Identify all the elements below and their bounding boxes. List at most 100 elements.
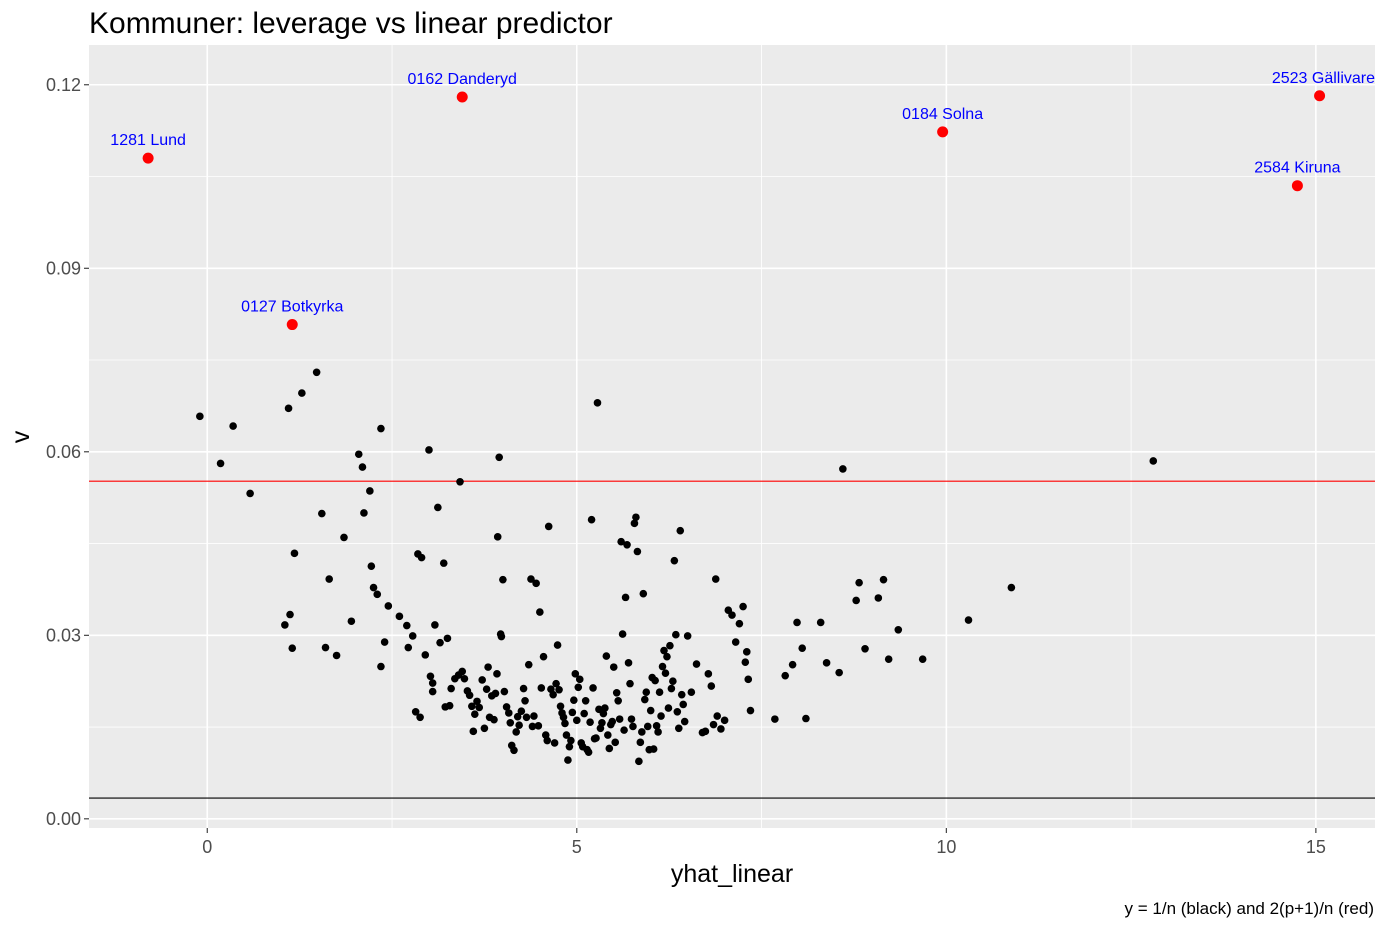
data-point [373,590,382,599]
data-point [587,515,596,524]
data-point [646,706,655,715]
data-point [636,738,645,747]
data-point [605,744,614,753]
data-point [635,757,643,766]
data-point [731,638,740,646]
data-point [428,687,437,696]
data-point [555,685,563,694]
data-point [620,726,628,734]
data-point [556,702,565,711]
data-point [630,519,639,528]
data-point [798,644,807,652]
data-point [614,696,622,705]
data-point [855,578,863,587]
point-label: 2523 Gällivare [1272,70,1375,87]
data-point [611,738,620,747]
data-point [608,717,617,726]
data-point [601,704,609,712]
data-point [835,668,843,677]
data-point [377,424,385,433]
data-point [246,489,254,498]
data-point [537,684,546,692]
data-point [519,684,528,693]
data-point [617,537,625,546]
data-point [680,717,689,726]
data-point [229,422,237,430]
minor-grid [89,45,1375,828]
point-label: 0162 Danderyd [408,71,517,88]
highlighted-point [286,319,298,331]
data-point [312,368,321,377]
data-point [491,689,500,698]
data-point [571,670,580,678]
data-point [517,707,526,715]
data-point [443,634,452,643]
data-point [874,594,883,602]
data-point [632,513,640,522]
data-point [325,575,334,583]
data-point [717,725,725,733]
data-point [640,695,649,704]
data-point [624,659,633,667]
data-point [354,450,363,459]
data-point [739,602,747,611]
data-point [629,722,637,731]
data-point [663,652,671,661]
data-point [861,644,869,653]
data-point [528,722,537,731]
data-point [788,660,797,669]
data-point [332,651,341,660]
data-point [651,676,659,685]
data-point [660,646,668,655]
data-point [720,716,729,725]
major-grid [89,45,1375,828]
data-point [580,709,588,718]
data-point [439,559,448,567]
data-point [602,652,611,660]
data-point [417,553,426,562]
data-point [683,632,692,640]
data-point [642,688,651,696]
data-point [1149,457,1158,465]
data-point [530,712,538,720]
data-point [428,679,437,687]
data-point [664,704,673,712]
data-point [522,713,531,722]
data-point [704,670,713,678]
data-point [964,616,973,624]
data-point [612,689,621,697]
data-point [621,593,630,602]
data-point [654,728,662,736]
highlighted-point [456,91,468,103]
data-point [670,556,679,565]
data-point [604,731,612,739]
data-point [543,736,552,745]
data-point [746,706,755,715]
data-point [655,688,664,696]
data-point [521,696,529,705]
data-point [216,459,225,468]
data-point [539,652,548,661]
data-point [672,630,680,639]
data-point [639,589,648,598]
data-point [552,679,560,688]
data-point [701,727,710,736]
point-label: 1281 Lund [110,132,186,149]
data-point [575,675,584,684]
x-axis-title: yhat_linear [671,860,793,888]
data-point [839,465,847,473]
data-point [469,727,478,736]
data-point [411,707,420,716]
data-point [633,547,642,556]
data-point [592,734,600,742]
data-point [561,719,569,728]
data-point [471,710,479,719]
y-tick-label: 0.12 [46,75,81,95]
data-point [570,696,578,704]
data-point [286,610,294,619]
chart-caption: y = 1/n (black) and 2(p+1)/n (red) [1125,899,1374,918]
data-point [742,648,751,656]
data-point [709,720,718,729]
data-point [894,626,903,634]
data-point [360,509,368,517]
